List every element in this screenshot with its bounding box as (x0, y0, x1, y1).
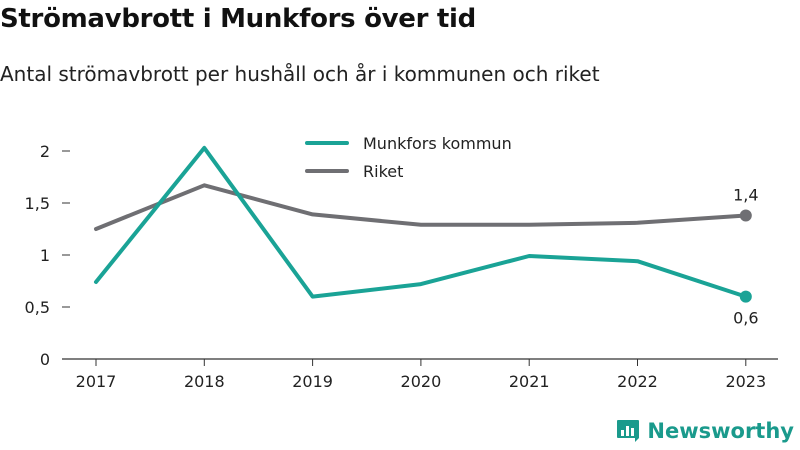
data-label: 1,4 (733, 185, 758, 204)
y-tick-label: 1 (40, 246, 50, 265)
brand-logo: Newsworthy (615, 418, 794, 444)
data-label: 0,6 (733, 309, 758, 328)
x-tick-label: 2023 (725, 372, 766, 391)
x-axis: 2017 2018 2019 2020 2021 2022 2023 (62, 358, 778, 391)
series-line-riket (94, 183, 748, 231)
series-end-point (739, 290, 752, 303)
legend: Munkfors kommun Riket (305, 134, 512, 181)
series-layer: 1,4 0,6 (94, 145, 759, 328)
y-tick-label: 0,5 (25, 298, 50, 317)
y-tick-label: 1,5 (25, 194, 50, 213)
newsworthy-icon (617, 420, 640, 442)
y-tick-label: 2 (40, 142, 50, 161)
y-axis: 0 0,5 1 1,5 2 (25, 142, 70, 369)
legend-label: Riket (363, 162, 403, 181)
x-tick-label: 2018 (184, 372, 225, 391)
page-subtitle: Antal strömavbrott per hushåll och år i … (0, 62, 600, 86)
page-title: Strömavbrott i Munkfors över tid (0, 4, 476, 34)
series-end-point (739, 209, 752, 222)
brand-name: Newsworthy (647, 419, 794, 443)
y-tick-label: 0 (40, 350, 50, 369)
series-line-munkfors (94, 145, 748, 299)
x-tick-label: 2022 (617, 372, 658, 391)
x-tick-label: 2019 (292, 372, 333, 391)
legend-label: Munkfors kommun (363, 134, 512, 153)
x-tick-label: 2020 (401, 372, 442, 391)
x-tick-label: 2021 (509, 372, 550, 391)
x-tick-label: 2017 (76, 372, 117, 391)
